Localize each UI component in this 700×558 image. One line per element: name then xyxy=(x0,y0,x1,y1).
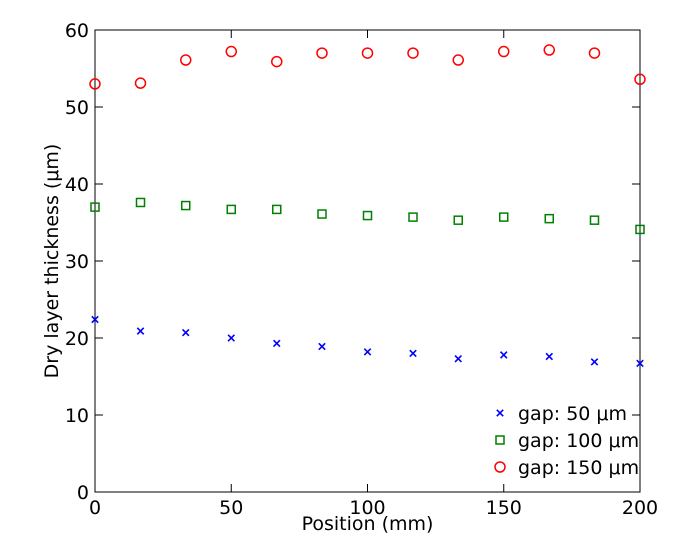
marker-stroke xyxy=(454,355,463,363)
marker-stroke xyxy=(136,327,145,335)
series-3 xyxy=(89,44,646,90)
legend-marker xyxy=(494,461,506,473)
marker-stroke xyxy=(363,348,372,356)
data-point xyxy=(226,204,236,215)
x-tick-label: 100 xyxy=(349,497,385,519)
data-point xyxy=(407,47,419,59)
data-point xyxy=(361,47,374,59)
x-tick-label: 50 xyxy=(219,497,243,519)
data-point xyxy=(135,197,146,208)
legend: gap: 50 μm gap: 100 μm gap: 150 μm xyxy=(494,403,639,479)
legend-entry-2: gap: 100 μm xyxy=(495,430,639,452)
marker-stroke xyxy=(636,359,644,368)
data-point xyxy=(317,209,327,219)
data-point xyxy=(227,334,236,342)
y-tick-label: 50 xyxy=(65,97,89,119)
data-point xyxy=(499,351,508,359)
data-point xyxy=(180,200,191,211)
data-point xyxy=(545,352,554,361)
data-point xyxy=(225,45,237,58)
data-point xyxy=(543,44,556,56)
data-point xyxy=(90,202,100,212)
data-point xyxy=(589,215,600,225)
y-tick-label: 40 xyxy=(65,174,89,196)
series-2 xyxy=(90,197,645,235)
x-tick-label: 0 xyxy=(89,497,101,519)
data-point xyxy=(590,358,599,366)
marker-stroke xyxy=(272,339,281,348)
marker-stroke xyxy=(590,358,599,366)
data-point xyxy=(634,73,646,86)
data-marks xyxy=(89,44,646,368)
data-point xyxy=(498,45,510,58)
y-tick-label: 10 xyxy=(65,405,89,427)
marker-stroke xyxy=(496,409,504,417)
legend-entry-3: gap: 150 μm xyxy=(494,457,639,479)
data-point xyxy=(316,47,328,59)
data-point xyxy=(181,328,190,337)
series-1 xyxy=(91,315,644,368)
y-tick-label: 30 xyxy=(65,251,89,273)
data-point xyxy=(272,339,281,348)
marker-stroke xyxy=(499,351,508,359)
marker-stroke xyxy=(227,334,236,342)
data-point xyxy=(453,215,463,225)
y-tick-label: 20 xyxy=(65,328,89,350)
x-tick-label: 200 xyxy=(622,497,658,519)
data-point xyxy=(363,348,372,356)
data-point xyxy=(134,77,147,89)
data-point xyxy=(408,212,418,222)
legend-label: gap: 100 μm xyxy=(518,430,639,452)
legend-marker xyxy=(495,435,505,445)
marker-stroke xyxy=(181,328,190,337)
marker-stroke xyxy=(318,342,326,351)
axis-ticks: 0 50 100 150 200 0 10 20 30 40 50 60 xyxy=(65,20,658,519)
data-point xyxy=(409,349,417,358)
legend-label: gap: 150 μm xyxy=(518,457,639,479)
marker-stroke xyxy=(409,349,417,358)
data-point xyxy=(136,327,145,335)
data-point xyxy=(544,213,555,224)
data-point xyxy=(362,210,373,221)
marker-stroke xyxy=(91,315,99,324)
data-point xyxy=(636,359,644,368)
y-tick-label: 0 xyxy=(77,482,89,504)
data-point xyxy=(271,55,283,68)
y-axis-label: Dry layer thickness (μm) xyxy=(41,144,63,379)
data-point xyxy=(179,54,192,66)
data-point xyxy=(454,355,463,363)
data-point xyxy=(452,54,464,66)
data-point xyxy=(318,342,326,351)
data-point xyxy=(635,224,645,235)
y-tick-label: 60 xyxy=(65,20,89,42)
x-tick-label: 150 xyxy=(486,497,522,519)
data-point xyxy=(272,204,282,215)
data-point xyxy=(89,78,101,90)
data-point xyxy=(499,212,509,222)
legend-entry-1: gap: 50 μm xyxy=(496,403,627,425)
legend-marker xyxy=(496,409,504,417)
data-point xyxy=(91,315,99,324)
marker-stroke xyxy=(545,352,554,361)
legend-label: gap: 50 μm xyxy=(518,403,627,425)
data-point xyxy=(588,47,601,59)
x-axis-label: Position (mm) xyxy=(302,513,434,535)
